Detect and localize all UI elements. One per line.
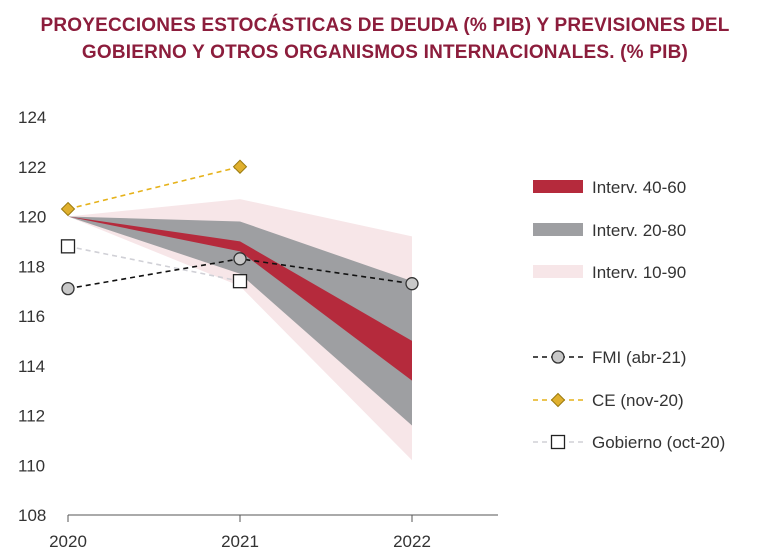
chart-title-line-2: GOBIERNO Y OTROS ORGANISMOS INTERNACIONA… <box>81 42 689 63</box>
legend-swatch-interv-40-60 <box>533 180 583 193</box>
x-tick-label: 2021 <box>221 532 259 551</box>
y-tick-label: 120 <box>18 208 46 227</box>
band-interv-20-80 <box>68 216 412 426</box>
legend-swatch-interv-10-90 <box>533 265 583 278</box>
legend-marker-ce-nov-20 <box>550 392 566 408</box>
y-tick-label: 114 <box>18 357 45 376</box>
legend-label-fmi-abr-21: FMI (abr-21) <box>592 348 686 367</box>
legend-label-interv-40-60: Interv. 40-60 <box>592 178 686 197</box>
legend-marker-fmi-abr-21 <box>551 350 565 364</box>
confidence-bands <box>68 199 412 461</box>
chart-title: PROYECCIONES ESTOCÁSTICAS DE DEUDA (% PI… <box>0 12 770 66</box>
y-tick-label: 118 <box>18 257 45 276</box>
axes: 108 110 112 114 116 118 120 122 124 2020 2021 2022 <box>18 108 498 551</box>
legend: Interv. 40-60 Interv. 20-80 Interv. 10-90 F… <box>533 178 725 452</box>
line-gobierno-oct-20 <box>67 245 241 282</box>
point-ce-nov-20 <box>232 159 248 174</box>
y-tick-label: 116 <box>18 307 45 326</box>
y-tick-label: 124 <box>18 108 46 127</box>
legend-marker-gobierno-oct-20 <box>550 434 566 450</box>
chart-title-line-1: PROYECCIONES ESTOCÁSTICAS DE DEUDA (% PI… <box>40 15 730 36</box>
legend-swatch-interv-20-80 <box>533 223 583 236</box>
line-ce-nov-20 <box>67 165 241 210</box>
point-fmi-abr-21 <box>233 252 247 266</box>
band-interv-40-60 <box>68 216 412 381</box>
y-tick-label: 122 <box>18 158 46 177</box>
point-gobierno-oct-20 <box>60 239 76 254</box>
y-tick-label: 110 <box>18 456 45 475</box>
x-tick-label: 2022 <box>393 532 431 551</box>
point-gobierno-oct-20 <box>232 274 248 289</box>
legend-label-ce-nov-20: CE (nov-20) <box>592 391 684 410</box>
x-tick-label: 2020 <box>49 532 87 551</box>
legend-label-interv-10-90: Interv. 10-90 <box>592 263 686 282</box>
legend-label-interv-20-80: Interv. 20-80 <box>592 221 686 240</box>
forecast-lines <box>60 159 419 296</box>
y-tick-label: 108 <box>18 506 46 525</box>
legend-label-gobierno-oct-20: Gobierno (oct-20) <box>592 433 725 452</box>
point-ce-nov-20 <box>60 201 76 217</box>
point-fmi-abr-21 <box>61 281 75 296</box>
y-tick-label: 112 <box>18 407 45 426</box>
point-fmi-abr-21 <box>405 277 419 291</box>
